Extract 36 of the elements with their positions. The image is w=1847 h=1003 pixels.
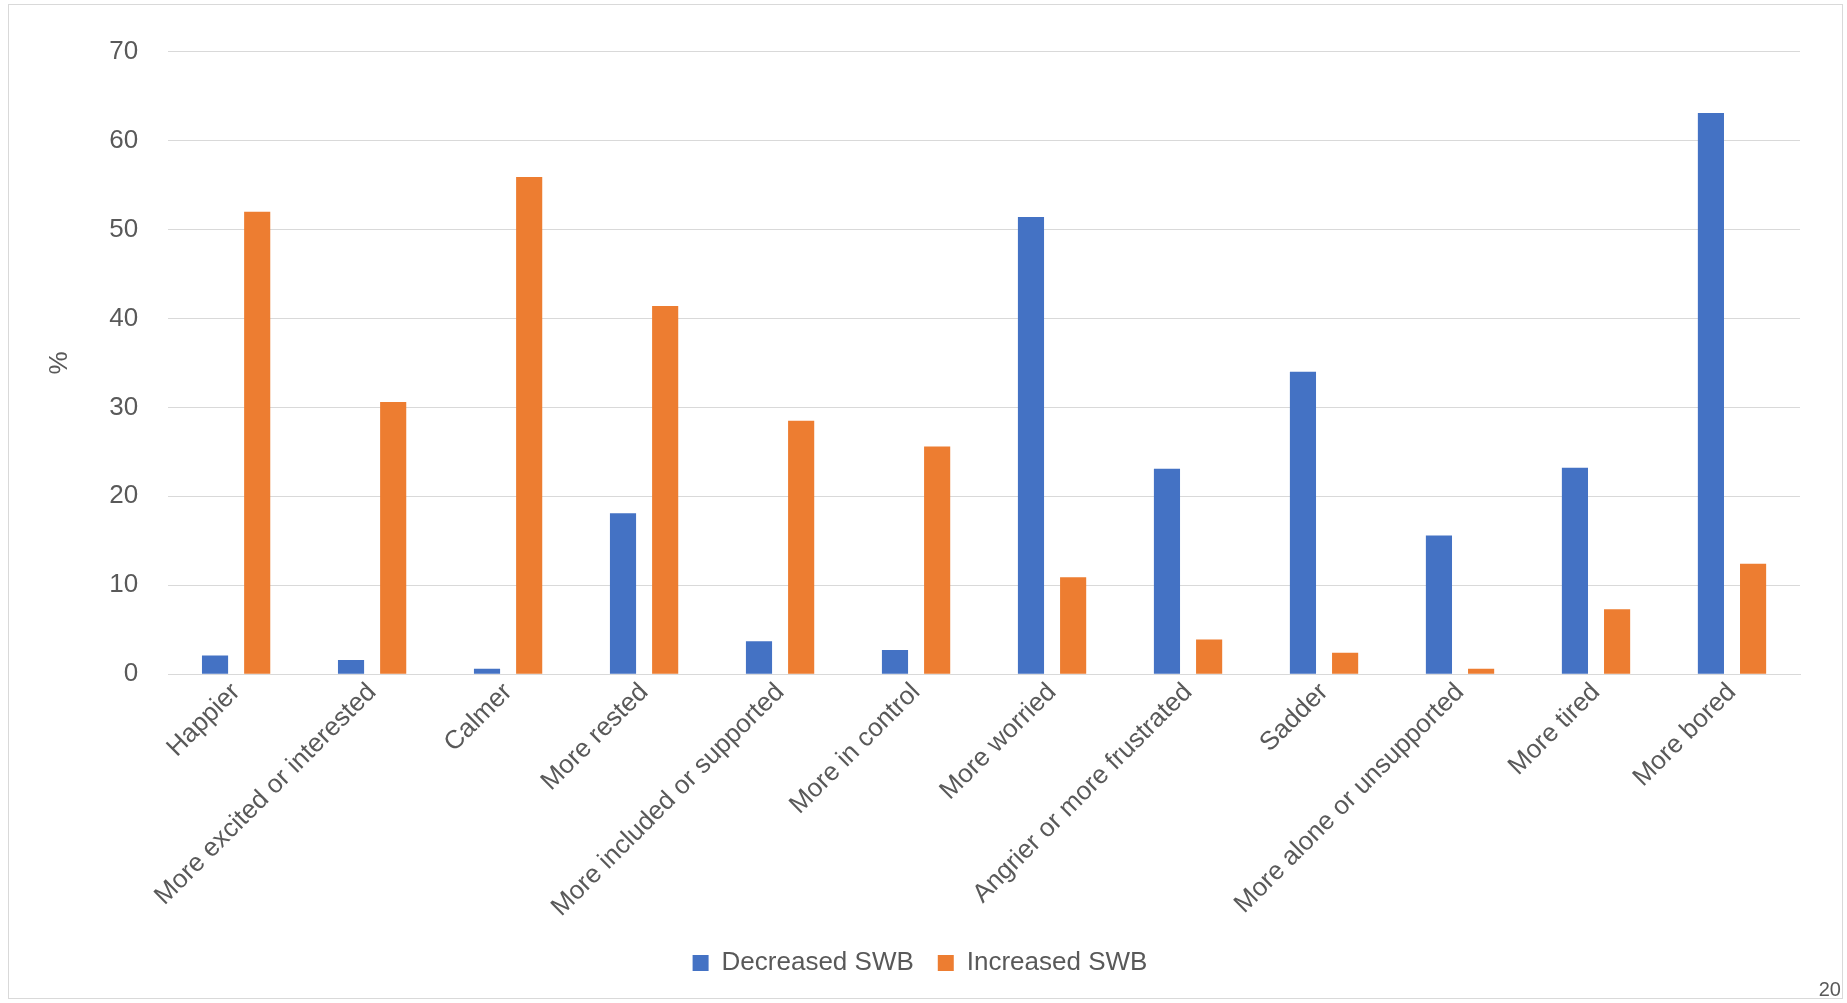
text: 20: [1818, 978, 1841, 1001]
bar: [337, 659, 365, 674]
bar: [1153, 468, 1181, 674]
bar: [1740, 563, 1767, 674]
y-tick-label: 70: [109, 34, 139, 65]
bar: [652, 305, 679, 674]
bar: [1289, 371, 1317, 674]
bar: [1017, 217, 1045, 674]
bar: [473, 668, 501, 674]
bar: [1060, 577, 1087, 674]
y-tick-label: 60: [109, 123, 139, 154]
bar: [924, 446, 951, 674]
legend-label: Increased SWB: [966, 946, 1148, 977]
bar: [1561, 467, 1589, 674]
y-tick-label: 30: [109, 390, 139, 421]
bar: [788, 420, 815, 674]
legend-label: Decreased SWB: [721, 946, 914, 977]
bar: [201, 655, 229, 674]
bar: [609, 513, 637, 674]
y-axis-title: %: [42, 351, 73, 375]
y-tick-label: 20: [109, 479, 139, 510]
bar: [1332, 652, 1359, 674]
bar: [745, 641, 773, 674]
bar: [881, 650, 909, 674]
bar: [1468, 668, 1495, 674]
bar: [244, 211, 271, 674]
y-tick-label: 50: [109, 212, 139, 243]
y-tick-label: 10: [109, 568, 139, 599]
y-tick-label: 0: [123, 657, 139, 688]
bar: [1697, 112, 1724, 674]
bar: [1604, 609, 1631, 674]
bar: [1196, 639, 1223, 674]
bar: [516, 176, 543, 674]
bar: [380, 401, 407, 674]
bar: [1425, 535, 1453, 674]
y-tick-label: 40: [109, 301, 139, 332]
